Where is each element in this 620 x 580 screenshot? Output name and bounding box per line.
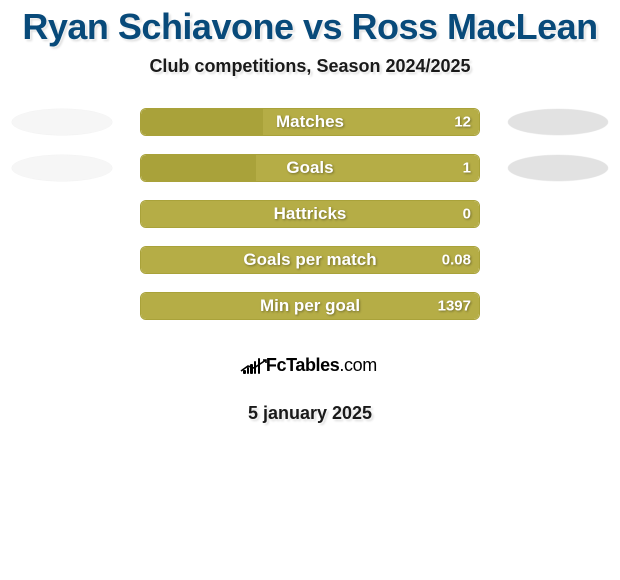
player-avatar-right bbox=[508, 109, 608, 135]
player-avatar-right bbox=[508, 155, 608, 181]
bar-fill-left bbox=[141, 109, 263, 135]
bar-fill-right bbox=[141, 201, 479, 227]
page-subtitle: Club competitions, Season 2024/2025 bbox=[0, 56, 620, 77]
bar-fill-right bbox=[141, 293, 479, 319]
player-avatar-left bbox=[12, 155, 112, 181]
logo-text-bold: FcTables bbox=[266, 355, 340, 375]
bar-fill-right bbox=[256, 155, 479, 181]
fctables-icon bbox=[243, 356, 260, 374]
logo-text: FcTables.com bbox=[266, 355, 377, 376]
stat-row: Hattricks0 bbox=[0, 191, 620, 237]
stat-bar: Goals per match0.08 bbox=[140, 246, 480, 274]
logo-box[interactable]: FcTables.com bbox=[202, 343, 418, 387]
stat-rows: Matches12 Goals1 Hattricks0 Goals per match… bbox=[0, 99, 620, 329]
stat-bar: Matches12 bbox=[140, 108, 480, 136]
bar-fill-right bbox=[141, 247, 479, 273]
stat-value-right: 1397 bbox=[438, 298, 471, 315]
player-avatar-left bbox=[12, 109, 112, 135]
stat-row: Goals1 bbox=[0, 145, 620, 191]
stat-bar: Goals1 bbox=[140, 154, 480, 182]
stat-bar: Hattricks0 bbox=[140, 200, 480, 228]
stat-bar: Min per goal1397 bbox=[140, 292, 480, 320]
date-label: 5 january 2025 bbox=[0, 403, 620, 424]
stat-row: Min per goal1397 bbox=[0, 283, 620, 329]
stat-value-right: 12 bbox=[454, 114, 471, 131]
stat-row: Matches12 bbox=[0, 99, 620, 145]
icon-line bbox=[240, 359, 268, 373]
bar-fill-left bbox=[141, 155, 256, 181]
stat-row: Goals per match0.08 bbox=[0, 237, 620, 283]
stat-value-right: 1 bbox=[463, 160, 471, 177]
logo-text-light: .com bbox=[339, 355, 376, 375]
stat-value-right: 0 bbox=[463, 206, 471, 223]
comparison-widget: Ryan Schiavone vs Ross MacLean Club comp… bbox=[0, 0, 620, 580]
bar-fill-right bbox=[263, 109, 479, 135]
stat-value-right: 0.08 bbox=[442, 252, 471, 269]
page-title: Ryan Schiavone vs Ross MacLean bbox=[0, 6, 620, 48]
